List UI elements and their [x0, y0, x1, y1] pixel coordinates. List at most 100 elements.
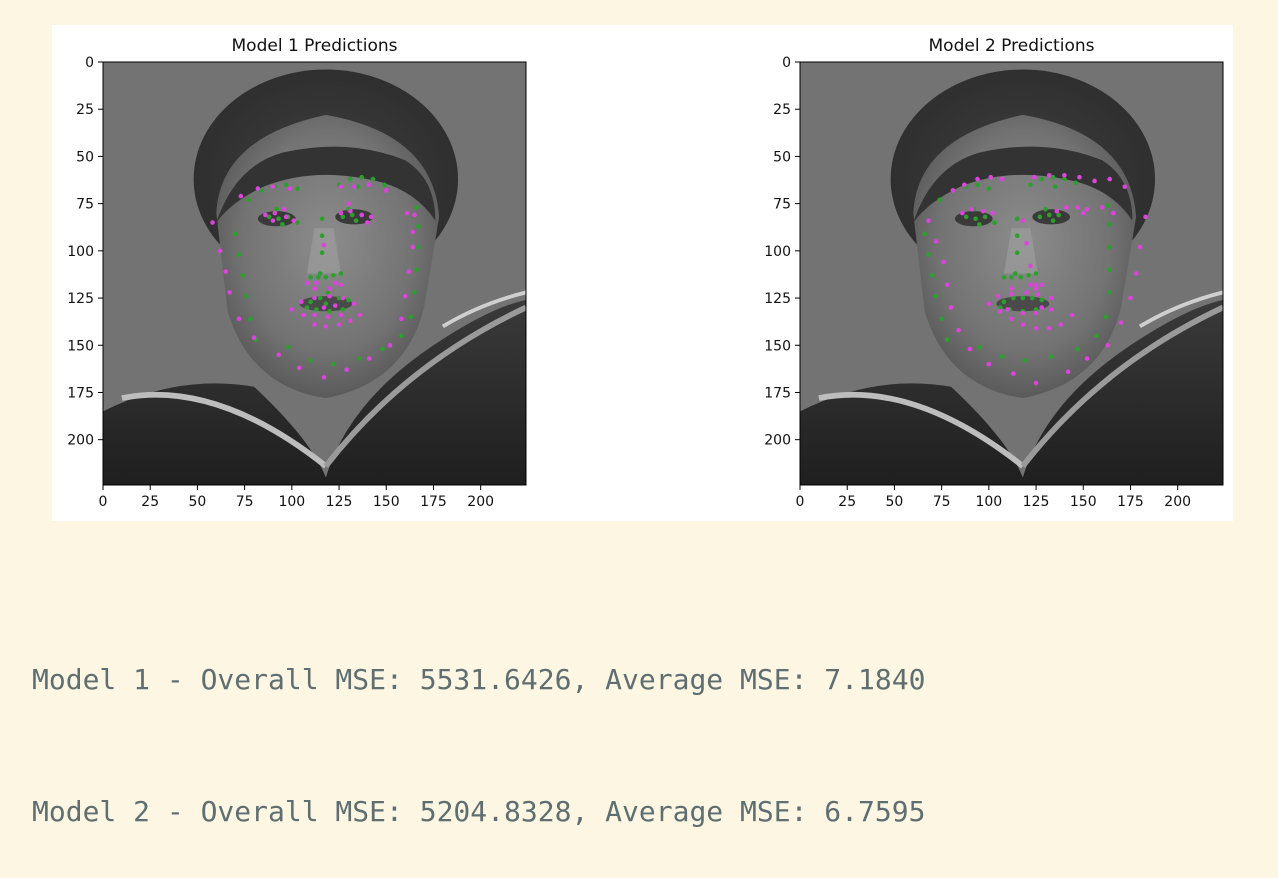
- data-point: [1092, 178, 1097, 184]
- x-tick-label: 200: [1164, 494, 1191, 510]
- data-point: [236, 252, 242, 257]
- data-point: [1075, 205, 1080, 210]
- x-tick-label: 100: [278, 494, 305, 510]
- data-point: [338, 282, 344, 288]
- data-point: [1107, 222, 1112, 227]
- data-point: [986, 301, 992, 307]
- data-point: [351, 184, 357, 189]
- y-tick-label: 25: [76, 102, 94, 118]
- data-point: [312, 286, 317, 291]
- x-tick-label: 50: [886, 494, 904, 510]
- x-tick-label: 25: [141, 494, 159, 510]
- data-point: [270, 184, 276, 189]
- data-point: [357, 356, 363, 361]
- data-point: [1039, 176, 1045, 182]
- data-point: [1143, 214, 1148, 220]
- data-point: [926, 218, 931, 223]
- data-point: [412, 212, 417, 218]
- data-point: [416, 223, 421, 229]
- data-point: [1024, 240, 1029, 246]
- data-point: [348, 318, 353, 324]
- data-point: [276, 216, 281, 222]
- data-point: [255, 186, 261, 191]
- data-point: [359, 212, 365, 218]
- y-tick-label: 150: [764, 338, 791, 354]
- y-tick-label: 0: [85, 55, 94, 71]
- data-point: [399, 316, 404, 322]
- data-point: [1005, 307, 1011, 312]
- data-point: [210, 220, 215, 225]
- data-point: [338, 271, 344, 276]
- data-point: [331, 273, 336, 278]
- data-point: [270, 218, 276, 223]
- data-point: [1009, 274, 1014, 280]
- data-point: [312, 322, 317, 327]
- plot-title: Model 2 Predictions: [929, 36, 1095, 56]
- data-point: [314, 307, 319, 312]
- data-point: [276, 352, 281, 358]
- data-point: [319, 250, 325, 256]
- data-point: [399, 333, 404, 339]
- x-tick-label: 75: [236, 494, 254, 510]
- data-point: [1039, 297, 1045, 303]
- data-point: [1033, 282, 1039, 288]
- data-point: [332, 303, 338, 308]
- data-point: [963, 214, 969, 220]
- data-point: [291, 218, 297, 223]
- data-point: [272, 210, 278, 216]
- data-point: [1122, 184, 1128, 189]
- data-point: [973, 216, 978, 222]
- data-point: [351, 301, 357, 307]
- data-point: [1009, 286, 1014, 291]
- data-point: [370, 176, 376, 182]
- data-point: [1046, 325, 1052, 331]
- data-point: [387, 342, 393, 348]
- data-point: [1037, 214, 1043, 220]
- data-point: [1058, 322, 1063, 327]
- data-point: [1107, 267, 1112, 273]
- data-point: [1033, 307, 1039, 312]
- data-point: [956, 327, 961, 333]
- data-point: [986, 361, 992, 367]
- data-point: [1094, 333, 1099, 339]
- x-tick-label: 175: [420, 494, 447, 510]
- data-point: [960, 210, 965, 216]
- data-point: [1039, 282, 1045, 288]
- data-point: [1028, 282, 1033, 288]
- data-point: [327, 308, 332, 314]
- data-point: [1020, 295, 1026, 301]
- plot-title: Model 1 Predictions: [232, 36, 398, 56]
- data-point: [315, 274, 321, 280]
- data-point: [382, 182, 387, 188]
- y-tick-label: 50: [76, 149, 94, 165]
- data-point: [1107, 290, 1112, 295]
- x-tick-label: 100: [975, 494, 1002, 510]
- data-point: [967, 346, 973, 352]
- data-point: [349, 212, 355, 218]
- data-point: [353, 218, 359, 223]
- data-point: [997, 308, 1003, 314]
- y-tick-label: 75: [773, 197, 791, 213]
- data-point: [969, 206, 975, 212]
- data-point: [1111, 210, 1116, 216]
- data-point: [314, 280, 319, 286]
- data-point: [359, 174, 365, 180]
- data-point: [1033, 325, 1039, 331]
- data-point: [1062, 173, 1067, 178]
- data-point: [317, 271, 323, 276]
- data-point: [244, 293, 249, 299]
- data-point: [323, 324, 329, 329]
- data-point: [348, 208, 353, 214]
- model-1-metrics: Model 1 - Overall MSE: 5531.6426, Averag…: [32, 663, 926, 696]
- data-point: [1133, 271, 1139, 276]
- data-point: [247, 316, 253, 322]
- data-point: [416, 244, 421, 250]
- data-point: [232, 231, 238, 237]
- data-point: [977, 222, 982, 227]
- data-point: [1018, 274, 1024, 280]
- y-tick-label: 50: [773, 149, 791, 165]
- data-point: [344, 367, 349, 373]
- x-tick-label: 50: [189, 494, 207, 510]
- y-tick-label: 100: [67, 244, 94, 260]
- data-point: [933, 293, 939, 299]
